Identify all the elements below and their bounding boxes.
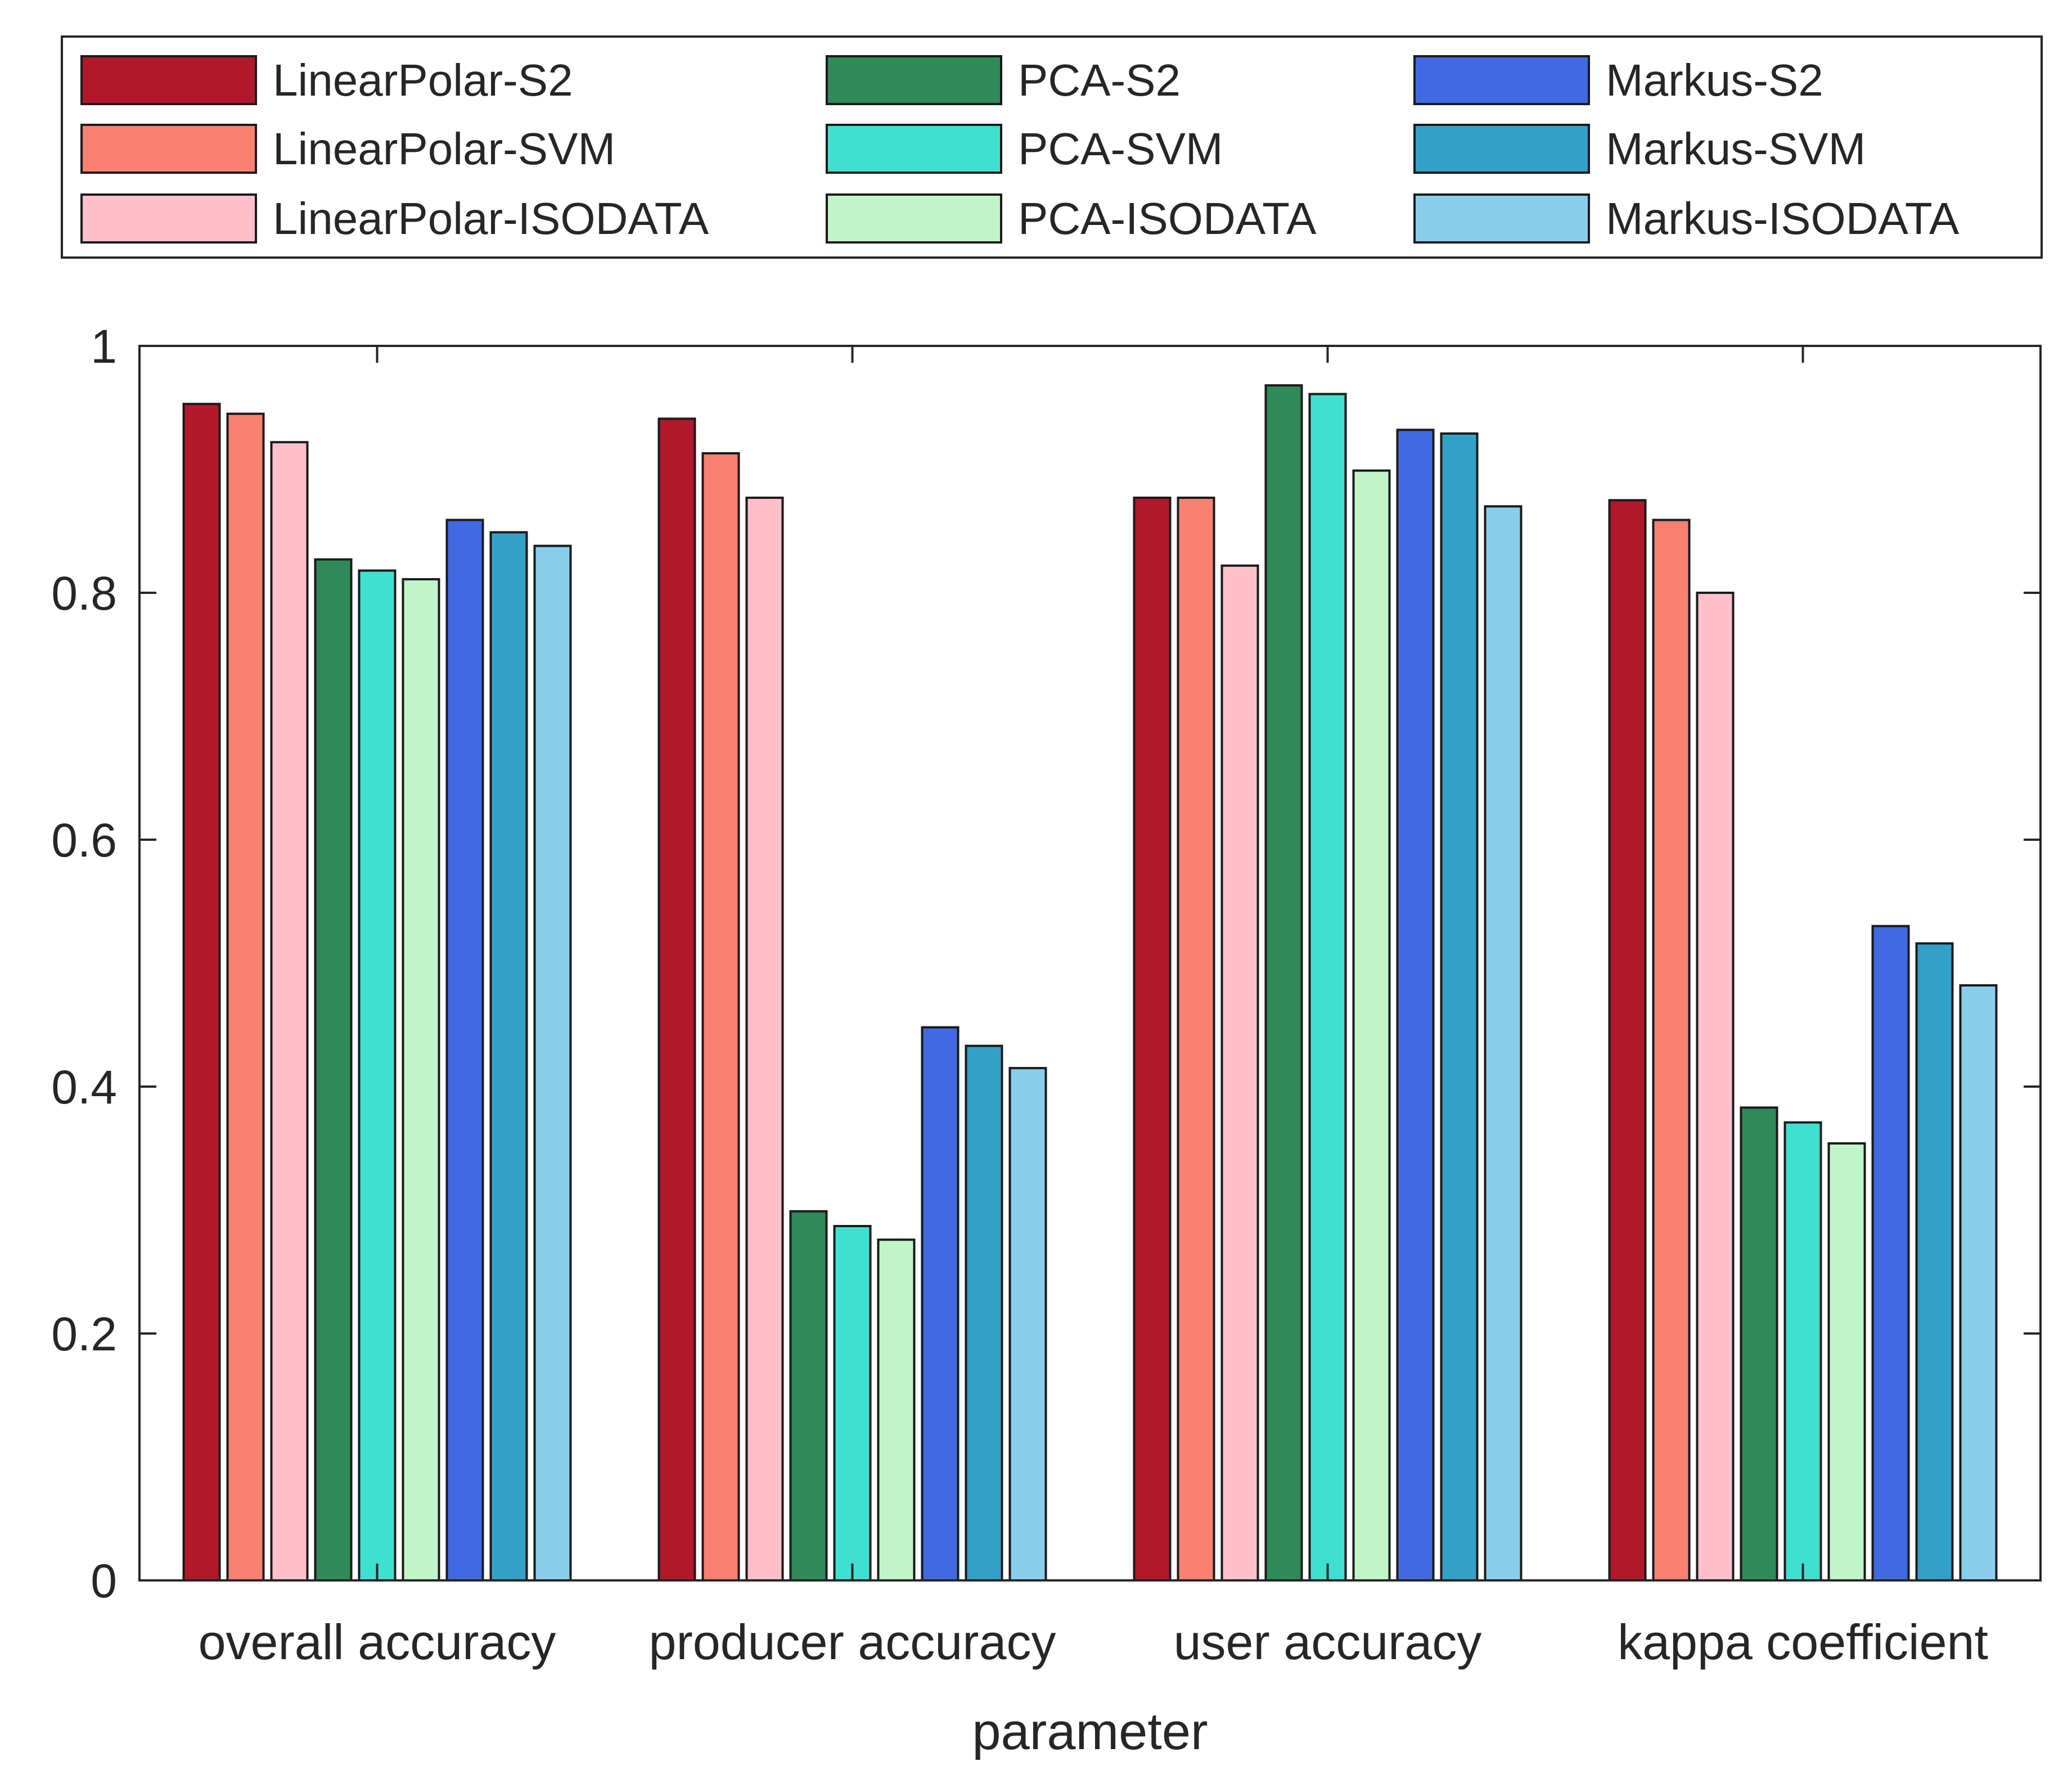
- y-tick-label: 1: [91, 320, 117, 373]
- bar-markus-svm-overall-accuracy: [489, 531, 528, 1582]
- bar-linearpolar-isodata-producer-accuracy: [745, 497, 784, 1582]
- legend-swatch: [1413, 55, 1590, 105]
- y-tick-labels: 0 0.2 0.4 0.6 0.8 1: [51, 320, 117, 1607]
- x-tick-labels: overall accuracy producer accuracy user ac…: [199, 1614, 1988, 1670]
- legend-box: [61, 35, 2043, 259]
- legend-label: Markus-ISODATA: [1606, 193, 1960, 244]
- bar-linearpolar-s2-kappa-coefficient: [1608, 499, 1647, 1582]
- bar-markus-isodata-kappa-coefficient: [1959, 984, 1998, 1582]
- ticks: [139, 345, 2041, 1582]
- bar-linearpolar-isodata-overall-accuracy: [270, 441, 309, 1582]
- y-tick-label: 0.6: [51, 814, 117, 867]
- legend-swatch: [1413, 124, 1590, 174]
- legend-label: LinearPolar-S2: [273, 55, 573, 105]
- x-tick-label: kappa coefficient: [1618, 1614, 1988, 1670]
- y-tick-label: 0.4: [51, 1061, 117, 1114]
- bar-linearpolar-isodata-kappa-coefficient: [1696, 592, 1735, 1582]
- legend-swatch: [1413, 193, 1590, 244]
- bar-markus-svm-kappa-coefficient: [1915, 942, 1954, 1582]
- x-tick-label: overall accuracy: [199, 1614, 556, 1670]
- bar-pca-s2-user-accuracy: [1264, 384, 1303, 1582]
- bar-linearpolar-s2-user-accuracy: [1133, 497, 1172, 1582]
- bar-linearpolar-svm-producer-accuracy: [701, 452, 740, 1582]
- legend-label: PCA-SVM: [1018, 124, 1223, 174]
- plot-area: [138, 345, 2042, 1582]
- legend-label: Markus-SVM: [1606, 124, 1866, 174]
- bar-linearpolar-svm-user-accuracy: [1177, 497, 1215, 1582]
- bar-pca-isodata-producer-accuracy: [877, 1238, 916, 1582]
- legend-label: LinearPolar-SVM: [273, 124, 615, 174]
- bar-linearpolar-s2-producer-accuracy: [657, 417, 696, 1582]
- bar-linearpolar-svm-overall-accuracy: [226, 412, 265, 1582]
- bar-markus-isodata-overall-accuracy: [533, 544, 572, 1582]
- legend: LinearPolar-S2 LinearPolar-SVM LinearPolar…: [61, 35, 2043, 259]
- bar-pca-s2-overall-accuracy: [314, 558, 353, 1582]
- legend-swatch: [80, 193, 257, 244]
- bar-markus-s2-overall-accuracy: [445, 519, 484, 1582]
- bar-linearpolar-isodata-user-accuracy: [1220, 564, 1259, 1582]
- bars: [182, 384, 1998, 1582]
- y-tick-label: 0.8: [51, 567, 117, 620]
- legend-items: LinearPolar-S2 LinearPolar-SVM LinearPolar…: [80, 55, 1960, 244]
- bar-pca-svm-producer-accuracy: [833, 1225, 872, 1582]
- bar-markus-svm-producer-accuracy: [965, 1044, 1003, 1582]
- bar-markus-svm-user-accuracy: [1440, 432, 1479, 1582]
- legend-swatch: [826, 193, 1002, 244]
- bar-pca-svm-kappa-coefficient: [1783, 1121, 1822, 1582]
- legend-label: PCA-S2: [1018, 55, 1181, 105]
- legend-swatch: [80, 124, 257, 174]
- x-axis-title: parameter: [972, 1703, 1208, 1760]
- bar-linearpolar-svm-kappa-coefficient: [1652, 519, 1691, 1582]
- x-tick-label: user accuracy: [1174, 1614, 1482, 1670]
- bar-pca-isodata-kappa-coefficient: [1827, 1142, 1866, 1582]
- legend-swatch: [80, 55, 257, 105]
- bar-pca-s2-producer-accuracy: [789, 1210, 828, 1582]
- bar-markus-isodata-user-accuracy: [1484, 505, 1523, 1582]
- legend-swatch: [826, 124, 1002, 174]
- bar-pca-isodata-overall-accuracy: [402, 578, 440, 1582]
- x-tick-label: producer accuracy: [649, 1614, 1056, 1670]
- bar-markus-s2-producer-accuracy: [921, 1026, 960, 1582]
- bar-linearpolar-s2-overall-accuracy: [182, 403, 221, 1582]
- bar-pca-s2-kappa-coefficient: [1740, 1106, 1778, 1582]
- legend-label: LinearPolar-ISODATA: [273, 193, 709, 244]
- legend-swatch: [826, 55, 1002, 105]
- axes-box: [138, 345, 2042, 1582]
- bar-markus-s2-user-accuracy: [1396, 429, 1435, 1582]
- y-tick-label: 0: [91, 1555, 117, 1607]
- bar-markus-isodata-producer-accuracy: [1008, 1067, 1047, 1582]
- bar-pca-svm-overall-accuracy: [358, 569, 397, 1582]
- y-tick-label: 0.2: [51, 1308, 117, 1360]
- legend-label: Markus-S2: [1606, 55, 1823, 105]
- bar-pca-isodata-user-accuracy: [1352, 469, 1391, 1582]
- bar-markus-s2-kappa-coefficient: [1871, 925, 1910, 1582]
- legend-label: PCA-ISODATA: [1018, 193, 1317, 244]
- bar-pca-svm-user-accuracy: [1308, 393, 1347, 1582]
